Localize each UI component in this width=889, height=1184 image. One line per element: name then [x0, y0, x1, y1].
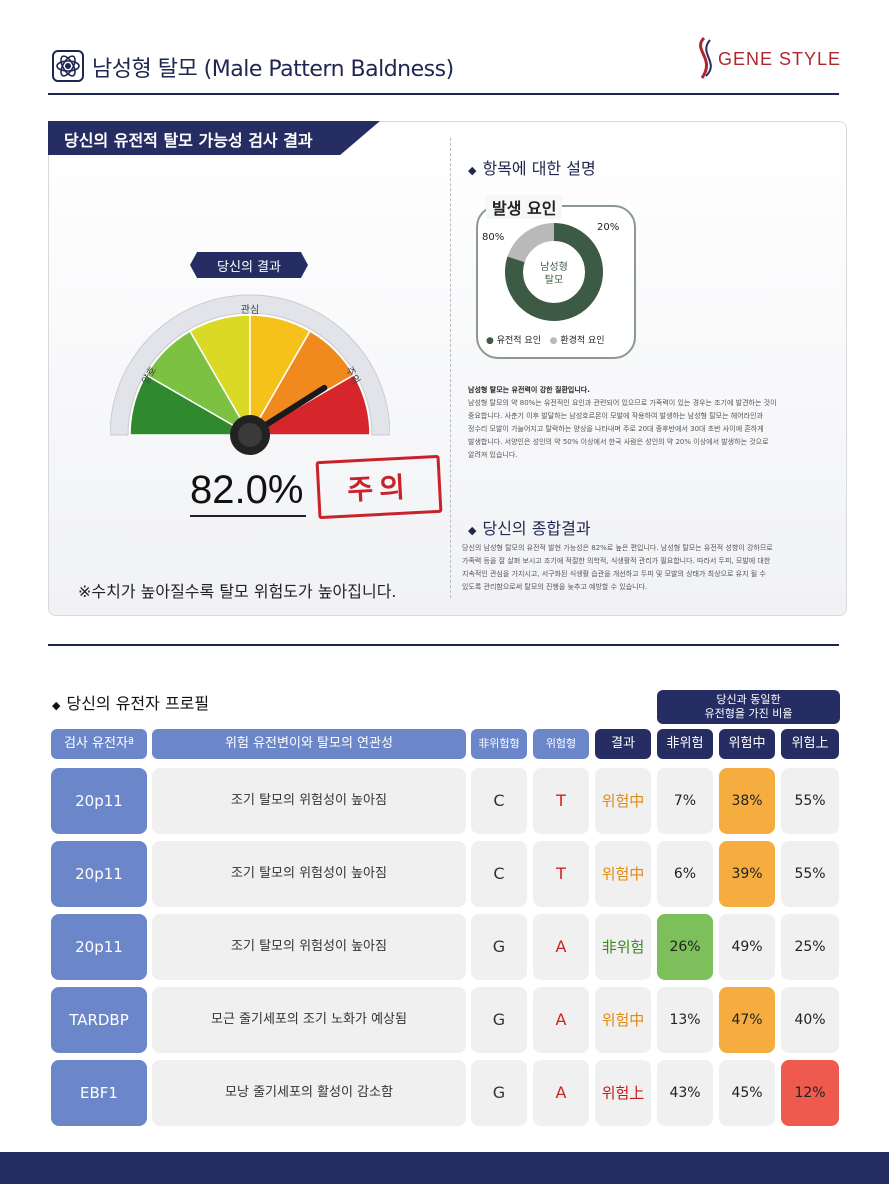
table-row-pct-nonrisk: 26%	[657, 914, 713, 980]
gauge-sector	[247, 373, 371, 436]
table-row-risk-allele: A	[533, 1060, 589, 1126]
page-title: 남성형 탈모 (Male Pattern Baldness)	[92, 57, 454, 82]
genetic-percent-label: 80%	[482, 232, 505, 243]
result-badge-label: 당신의 결과	[217, 260, 281, 275]
col-nonrisk-type: 非위험형	[471, 729, 527, 759]
table-row-nonrisk-allele: G	[471, 914, 527, 980]
risk-note: ※수치가 높아질수록 탈모 위험도가 높아집니다.	[78, 582, 397, 601]
table-row-pct-nonrisk: 6%	[657, 841, 713, 907]
table-row-desc: 조기 탈모의 위험성이 높아짐	[152, 841, 466, 907]
gene-style-logo	[699, 36, 712, 79]
logo-text: GENE STYLE	[718, 49, 842, 69]
cause-title: 발생 요인	[486, 195, 563, 219]
table-row-result: 위험中	[595, 768, 651, 834]
table-row-gene: EBF1	[51, 1060, 147, 1126]
table-row-desc: 조기 탈모의 위험성이 높아짐	[152, 768, 466, 834]
table-row-pct-high: 55%	[781, 841, 839, 907]
donut-legend: ● 유전적 요인 ● 환경적 요인	[486, 336, 605, 346]
col-risk-type: 위험형	[533, 729, 589, 759]
explanation-text: 남성형 탈모는 유전력이 강한 질환입니다. 남성형 탈모의 약 80%는 유전…	[468, 386, 777, 459]
table-row-gene: TARDBP	[51, 987, 147, 1053]
table-row-pct-mid: 39%	[719, 841, 775, 907]
table-row-pct-high: 12%	[781, 1060, 839, 1126]
table-row-nonrisk-allele: C	[471, 841, 527, 907]
table-row-nonrisk-allele: G	[471, 1060, 527, 1126]
col-gene: 검사 유전자ª	[51, 729, 147, 759]
diamond-icon: ◆	[52, 699, 61, 712]
cause-donut: 남성형 탈모	[505, 223, 603, 321]
table-row-result: 위험上	[595, 1060, 651, 1126]
table-row-gene: 20p11	[51, 768, 147, 834]
table-row-pct-nonrisk: 13%	[657, 987, 713, 1053]
panel-tab-title: 당신의 유전적 탈모 가능성 검사 결과	[64, 131, 313, 150]
table-row-pct-nonrisk: 43%	[657, 1060, 713, 1126]
table-row-result: 위험中	[595, 987, 651, 1053]
result-percent-underline	[190, 515, 306, 517]
table-row-nonrisk-allele: G	[471, 987, 527, 1053]
panel-tab: 당신의 유전적 탈모 가능성 검사 결과	[48, 121, 380, 155]
explanation-heading: ◆ 항목에 대한 설명	[468, 159, 596, 178]
table-row-result: 非위험	[595, 914, 651, 980]
table-row-pct-mid: 45%	[719, 1060, 775, 1126]
result-badge: 당신의 결과	[190, 252, 308, 278]
table-row-risk-allele: T	[533, 768, 589, 834]
gauge-label-interest: 관심	[241, 304, 259, 316]
table-row-pct-high: 25%	[781, 914, 839, 980]
table-row-desc: 조기 탈모의 위험성이 높아짐	[152, 914, 466, 980]
table-row-pct-nonrisk: 7%	[657, 768, 713, 834]
table-row-risk-allele: A	[533, 987, 589, 1053]
diamond-icon: ◆	[468, 164, 477, 177]
caution-stamp: 주의	[315, 454, 443, 520]
table-row-result: 위험中	[595, 841, 651, 907]
header-divider	[48, 93, 839, 95]
footer-band	[0, 1152, 889, 1184]
table-row-pct-mid: 38%	[719, 768, 775, 834]
caution-stamp-text: 주의	[346, 470, 412, 507]
profile-heading: ◆ 당신의 유전자 프로필	[52, 694, 210, 713]
table-row-risk-allele: T	[533, 841, 589, 907]
summary-heading: ◆ 당신의 종합결과	[468, 519, 591, 538]
table-row-desc: 모낭 줄기세포의 활성이 감소함	[152, 1060, 466, 1126]
env-percent-label: 20%	[597, 222, 620, 233]
col-risk-high: 위험上	[781, 729, 839, 759]
table-row-pct-high: 40%	[781, 987, 839, 1053]
table-row-desc: 모근 줄기세포의 조기 노화가 예상됨	[152, 987, 466, 1053]
table-row-pct-high: 55%	[781, 768, 839, 834]
risk-gauge: 양호 관심 주의	[110, 294, 390, 455]
result-percent: 82.0%	[190, 468, 304, 512]
section-divider	[48, 644, 839, 646]
table-row-risk-allele: A	[533, 914, 589, 980]
table-row-gene: 20p11	[51, 914, 147, 980]
col-association: 위험 유전변이와 탈모의 연관성	[152, 729, 466, 759]
col-risk-mid: 위험中	[719, 729, 775, 759]
donut-center-line1: 남성형	[540, 261, 568, 273]
table-row-gene: 20p11	[51, 841, 147, 907]
col-result: 결과	[595, 729, 651, 759]
ratio-heading: 당신과 동일한 유전형을 가진 비율	[657, 690, 840, 724]
donut-center-line2: 탈모	[545, 273, 563, 286]
diamond-icon: ◆	[468, 524, 477, 537]
table-row-pct-mid: 47%	[719, 987, 775, 1053]
table-row-nonrisk-allele: C	[471, 768, 527, 834]
atom-icon	[52, 50, 84, 82]
table-row-pct-mid: 49%	[719, 914, 775, 980]
summary-text: 당신의 남성형 탈모의 유전적 발현 가능성은 82%로 높은 편입니다. 남성…	[462, 544, 773, 591]
col-nonrisk: 非위험	[657, 729, 713, 759]
panel-divider	[450, 138, 451, 598]
